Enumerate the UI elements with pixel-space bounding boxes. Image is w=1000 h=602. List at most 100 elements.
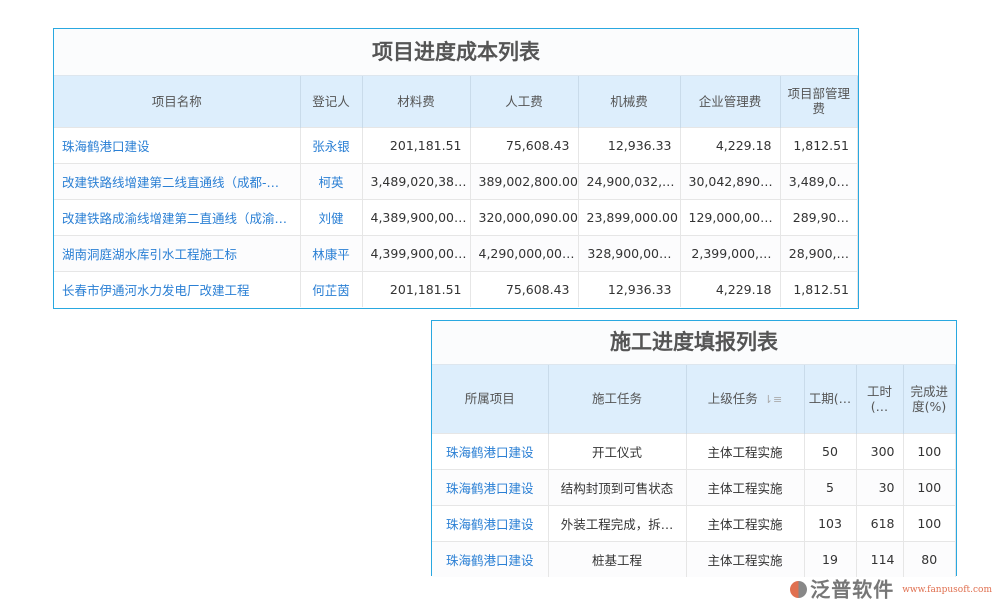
cost-cell: 4,229.18 (680, 270, 781, 307)
cost-cell: 4,290,000,00… (470, 234, 579, 271)
task-cell: 主体工程实施 (686, 540, 805, 577)
table-row[interactable]: 改建铁路成渝线增建第二直通线（成渝… 刘健 4,389,900,00… 320,000… (54, 198, 858, 235)
watermark-url: www.fanpusoft.com (902, 584, 992, 595)
table-row[interactable]: 珠海鹤港口建设 张永银 201,181.51 75,608.43 12,936.33 4,… (54, 126, 858, 163)
progress-table: 所属项目 施工任务 上级任务 ⇂≡ 工期(… 工时(… 完成进度(%) 珠海鹤港口建设 开工仪… (432, 365, 956, 577)
table-row[interactable]: 珠海鹤港口建设 外装工程完成，拆… 主体工程实施 103 618 100 (432, 504, 956, 541)
progress-table-panel: 施工进度填报列表 所属项目 施工任务 上级任务 ⇂≡ 工期(… 工时(… 完成进度(%) 珠… (431, 320, 957, 577)
project-link[interactable]: 珠海鹤港口建设 (432, 540, 549, 577)
task-cell: 主体工程实施 (686, 504, 805, 541)
sort-desc-icon[interactable]: ⇂≡ (763, 392, 783, 406)
cost-cell: 289,90… (780, 198, 858, 235)
cost-cell: 30,042,890… (680, 162, 781, 199)
column-header[interactable]: 所属项目 (432, 365, 549, 433)
cost-cell: 4,229.18 (680, 126, 781, 163)
column-header[interactable]: 工时(… (856, 365, 904, 433)
project-name-link[interactable]: 改建铁路线增建第二线直通线（成都-… (54, 162, 301, 199)
task-cell: 19 (804, 540, 857, 577)
project-link[interactable]: 珠海鹤港口建设 (432, 468, 549, 505)
cost-cell: 75,608.43 (470, 270, 579, 307)
cost-cell: 1,812.51 (780, 126, 858, 163)
table-row[interactable]: 珠海鹤港口建设 开工仪式 主体工程实施 50 300 100 (432, 432, 956, 469)
task-cell: 5 (804, 468, 857, 505)
project-name-link[interactable]: 改建铁路成渝线增建第二直通线（成渝… (54, 198, 301, 235)
column-header-label: 工期(… (808, 391, 852, 407)
cost-cell: 328,900,00… (578, 234, 681, 271)
fanpusoft-watermark: 泛普软件 www.fanpusoft.com (790, 577, 992, 602)
project-link[interactable]: 珠海鹤港口建设 (432, 432, 549, 469)
table-row[interactable]: 长春市伊通河水力发电厂改建工程 何芷茵 201,181.51 75,608.43 12,… (54, 270, 858, 307)
cost-cell: 2,399,000,… (680, 234, 781, 271)
cost-cell: 201,181.51 (362, 126, 471, 163)
column-header[interactable]: 企业管理费 (680, 76, 781, 127)
cost-table-panel: 项目进度成本列表 项目名称 登记人 材料费 人工费 机械费 企业管理费 项目部管理费 珠海鹤… (53, 28, 859, 309)
column-header[interactable]: 项目部管理费 (780, 76, 858, 127)
column-header[interactable]: 人工费 (470, 76, 579, 127)
column-header[interactable]: 工期(… (804, 365, 857, 433)
column-header-label: 上级任务 (707, 390, 758, 406)
table-row[interactable]: 珠海鹤港口建设 结构封顶到可售状态 主体工程实施 5 30 100 (432, 468, 956, 505)
task-cell: 100 (903, 432, 956, 469)
cost-cell: 3,489,0… (780, 162, 858, 199)
cost-cell: 75,608.43 (470, 126, 579, 163)
task-cell: 114 (856, 540, 904, 577)
project-link[interactable]: 珠海鹤港口建设 (432, 504, 549, 541)
cost-cell: 3,489,020,38… (362, 162, 471, 199)
column-header[interactable]: 完成进度(%) (903, 365, 956, 433)
cost-cell: 4,399,900,00… (362, 234, 471, 271)
registrant-cell: 刘健 (300, 198, 363, 235)
task-cell: 100 (903, 468, 956, 505)
column-header[interactable]: 上级任务 ⇂≡ (686, 365, 805, 433)
task-cell: 300 (856, 432, 904, 469)
column-header-label: 工时(… (866, 383, 892, 414)
column-header[interactable]: 材料费 (362, 76, 471, 127)
table-row[interactable]: 珠海鹤港口建设 桩基工程 主体工程实施 19 114 80 (432, 540, 956, 577)
task-cell: 外装工程完成，拆… (548, 504, 687, 541)
task-cell: 618 (856, 504, 904, 541)
project-name-link[interactable]: 珠海鹤港口建设 (54, 126, 301, 163)
registrant-cell: 林康平 (300, 234, 363, 271)
column-header-label: 施工任务 (591, 391, 642, 407)
watermark-brand: 泛普软件 (810, 577, 895, 602)
cost-cell: 201,181.51 (362, 270, 471, 307)
column-header-label: 所属项目 (464, 391, 515, 407)
task-cell: 开工仪式 (548, 432, 687, 469)
column-header[interactable]: 登记人 (300, 76, 363, 127)
task-cell: 结构封顶到可售状态 (548, 468, 687, 505)
cost-cell: 1,812.51 (780, 270, 858, 307)
column-header[interactable]: 施工任务 (548, 365, 687, 433)
progress-table-title: 施工进度填报列表 (432, 321, 956, 365)
task-cell: 主体工程实施 (686, 468, 805, 505)
task-cell: 80 (903, 540, 956, 577)
task-cell: 桩基工程 (548, 540, 687, 577)
task-cell: 30 (856, 468, 904, 505)
cost-cell: 129,000,00… (680, 198, 781, 235)
project-name-link[interactable]: 长春市伊通河水力发电厂改建工程 (54, 270, 301, 307)
fanpu-logo-icon (790, 581, 808, 598)
table-row[interactable]: 湖南洞庭湖水库引水工程施工标 林康平 4,399,900,00… 4,290,000,… (54, 234, 858, 271)
task-cell: 50 (804, 432, 857, 469)
project-name-link[interactable]: 湖南洞庭湖水库引水工程施工标 (54, 234, 301, 271)
cost-table-title: 项目进度成本列表 (54, 29, 858, 76)
registrant-cell: 何芷茵 (300, 270, 363, 307)
progress-table-header-row: 所属项目 施工任务 上级任务 ⇂≡ 工期(… 工时(… 完成进度(%) (432, 365, 956, 433)
task-cell: 100 (903, 504, 956, 541)
cost-cell: 28,900,… (780, 234, 858, 271)
cost-table: 项目名称 登记人 材料费 人工费 机械费 企业管理费 项目部管理费 珠海鹤港口建设 张永银 20… (54, 76, 858, 307)
cost-cell: 12,936.33 (578, 126, 681, 163)
task-cell: 主体工程实施 (686, 432, 805, 469)
cost-cell: 23,899,000.00 (578, 198, 681, 235)
table-row[interactable]: 改建铁路线增建第二线直通线（成都-… 柯英 3,489,020,38… 389,002… (54, 162, 858, 199)
column-header-label: 完成进度(%) (910, 383, 948, 414)
column-header[interactable]: 机械费 (578, 76, 681, 127)
cost-cell: 24,900,032,… (578, 162, 681, 199)
cost-cell: 320,000,090.00 (470, 198, 579, 235)
registrant-cell: 柯英 (300, 162, 363, 199)
task-cell: 103 (804, 504, 857, 541)
cost-cell: 389,002,800.00 (470, 162, 579, 199)
cost-table-header-row: 项目名称 登记人 材料费 人工费 机械费 企业管理费 项目部管理费 (54, 76, 858, 127)
cost-cell: 12,936.33 (578, 270, 681, 307)
column-header[interactable]: 项目名称 (54, 76, 301, 127)
registrant-cell: 张永银 (300, 126, 363, 163)
cost-cell: 4,389,900,00… (362, 198, 471, 235)
